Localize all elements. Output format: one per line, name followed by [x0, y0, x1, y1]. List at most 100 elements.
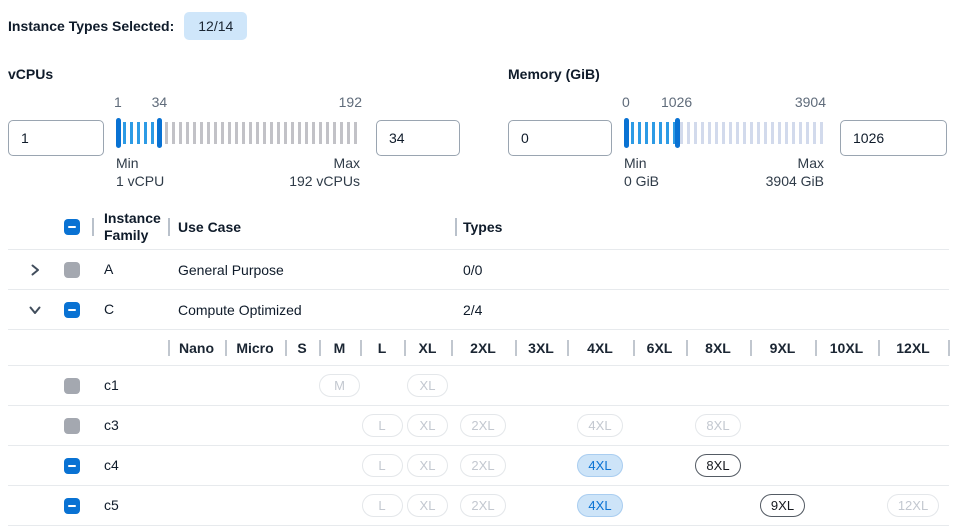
row-checkbox-indeterminate[interactable] [64, 497, 80, 514]
size-col-m: M [319, 330, 360, 365]
family-name: A [104, 261, 114, 277]
vcpus-max-caption: Max 192 vCPUs [289, 154, 360, 190]
vcpus-scale-start: 1 [114, 94, 122, 110]
vcpus-ticks [116, 122, 360, 144]
size-pill-8xl: 8XL [695, 414, 741, 437]
row-checkbox-disabled [64, 417, 80, 434]
header-types: Types [455, 204, 949, 249]
size-pill-2xl: 2XL [460, 454, 506, 477]
instance-name: c4 [104, 457, 119, 473]
vcpus-max-value: 192 vCPUs [289, 173, 360, 189]
size-pill-4xl-selected[interactable]: 4XL [577, 494, 623, 517]
size-col-12xl: 12XL [878, 330, 948, 365]
memory-to-input[interactable] [840, 120, 947, 156]
size-header-end-divider [948, 330, 949, 365]
expand-chevron-right-icon[interactable] [28, 263, 42, 277]
size-col-nano: Nano [168, 330, 225, 365]
size-col-6xl: 6XL [633, 330, 686, 365]
table-header-row: Instance Family Use Case Types [8, 204, 949, 250]
vcpus-scale-handle: 34 [151, 94, 168, 110]
select-all-checkbox[interactable] [64, 218, 80, 235]
size-col-micro: Micro [225, 330, 285, 365]
selection-count-badge: 12/14 [184, 12, 248, 40]
family-use-case: Compute Optimized [178, 301, 302, 318]
memory-min-handle[interactable] [624, 118, 629, 148]
vcpus-to-input[interactable] [376, 120, 460, 156]
memory-slider: 0 1026 3904 Min 0 GiB Max [622, 94, 826, 190]
instance-name: c5 [104, 497, 119, 513]
size-pill-l: L [361, 414, 403, 437]
size-pill-m: M [319, 374, 360, 397]
vcpus-from-input[interactable] [8, 120, 104, 156]
instance-row-c3: c3 L XL 2XL 4XL 8XL [8, 406, 949, 446]
header-checkbox-cell [56, 218, 92, 235]
size-header-row: Nano Micro S M L XL 2XL 3XL 4XL 6XL 8XL … [8, 330, 949, 366]
size-pill-4xl: 4XL [577, 414, 623, 437]
size-col-3xl: 3XL [515, 330, 567, 365]
row-checkbox-indeterminate[interactable] [64, 301, 80, 318]
instance-row-c1: c1 M XL [8, 366, 949, 406]
size-col-9xl: 9XL [750, 330, 815, 365]
size-pill-2xl: 2XL [460, 414, 506, 437]
vcpus-range-ticks [116, 122, 160, 144]
memory-min-label: Min [624, 155, 647, 171]
size-pill-2xl: 2XL [460, 494, 506, 517]
size-pill-9xl[interactable]: 9XL [759, 494, 806, 517]
memory-scale-start: 0 [622, 94, 630, 110]
collapse-chevron-down-icon[interactable] [28, 303, 42, 317]
size-pill-l: L [361, 494, 403, 517]
family-row-c: C Compute Optimized 2/4 [8, 290, 949, 330]
size-pill-l: L [361, 454, 403, 477]
memory-max-handle[interactable] [674, 118, 680, 148]
size-pill-8xl[interactable]: 8XL [695, 454, 741, 477]
size-pill-xl: XL [407, 374, 448, 397]
memory-from-input[interactable] [508, 120, 612, 156]
instance-row-c4: c4 L XL 2XL 4XL 8XL [8, 446, 949, 486]
size-col-xl: XL [404, 330, 451, 365]
size-col-4xl: 4XL [567, 330, 633, 365]
row-checkbox-disabled [64, 261, 80, 278]
size-col-8xl: 8XL [686, 330, 750, 365]
memory-max-value: 3904 GiB [765, 173, 824, 189]
size-pill-xl: XL [407, 414, 448, 437]
memory-max-label: Max [797, 155, 824, 171]
size-col-10xl: 10XL [815, 330, 878, 365]
memory-scale-handle: 1026 [661, 94, 693, 110]
instance-table: Instance Family Use Case Types A General… [8, 204, 949, 526]
instance-name: c1 [104, 377, 119, 393]
size-pill-12xl: 12XL [886, 494, 940, 517]
vcpus-min-handle[interactable] [116, 118, 121, 148]
vcpus-title: vCPUs [8, 66, 54, 82]
vcpus-max-handle[interactable] [157, 118, 163, 148]
size-col-2xl: 2XL [451, 330, 515, 365]
vcpus-min-caption: Min 1 vCPU [116, 154, 164, 190]
instance-name: c3 [104, 417, 119, 433]
memory-scale-end: 3904 [794, 94, 826, 110]
vcpus-slider: 1 34 192 Min 1 vCPU Max [114, 94, 362, 190]
memory-filter: Memory (GiB) 0 1026 3904 Min [508, 66, 949, 190]
memory-range-ticks [624, 122, 677, 144]
size-pill-xl: XL [407, 494, 448, 517]
memory-max-caption: Max 3904 GiB [766, 154, 824, 190]
family-types-count: 2/4 [463, 301, 483, 318]
family-row-a: A General Purpose 0/0 [8, 250, 949, 290]
header-use-case: Use Case [168, 204, 455, 249]
size-col-l: L [360, 330, 404, 365]
size-pill-4xl-selected[interactable]: 4XL [577, 454, 623, 477]
size-col-s: S [285, 330, 319, 365]
vcpus-filter: vCPUs 1 34 192 Min 1 vCPU [8, 66, 460, 190]
row-checkbox-indeterminate[interactable] [64, 457, 80, 474]
memory-slider-track[interactable] [624, 118, 824, 148]
vcpus-slider-track[interactable] [116, 118, 360, 148]
vcpus-min-label: Min [116, 155, 139, 171]
selection-label: Instance Types Selected: [8, 18, 175, 34]
memory-min-caption: Min 0 GiB [624, 154, 659, 190]
vcpus-min-value: 1 vCPU [116, 173, 165, 189]
instance-row-c5: c5 L XL 2XL 4XL 9XL 12XL [8, 486, 949, 526]
family-use-case: General Purpose [178, 261, 284, 278]
filters: vCPUs 1 34 192 Min 1 vCPU [8, 66, 949, 190]
family-types-count: 0/0 [463, 261, 483, 278]
memory-title: Memory (GiB) [508, 66, 600, 82]
memory-min-value: 0 GiB [624, 173, 660, 189]
size-pill-xl: XL [407, 454, 448, 477]
